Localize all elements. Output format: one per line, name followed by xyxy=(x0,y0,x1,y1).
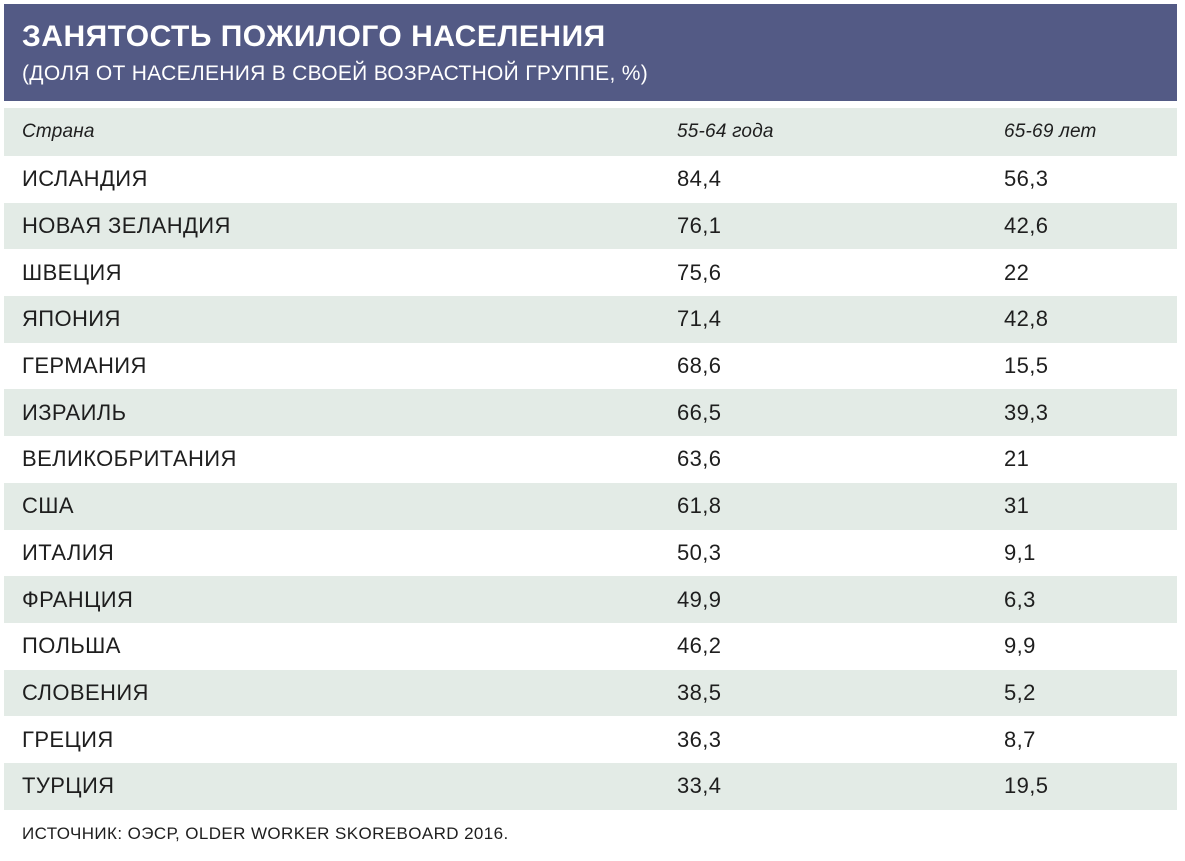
value-55-64-cell: 50,3 xyxy=(677,539,722,565)
source-note: ИСТОЧНИК: ОЭСР, OLDER WORKER SKOREBOARD … xyxy=(22,824,509,843)
country-cell: ГРЕЦИЯ xyxy=(22,726,114,752)
column-header-65-69: 65-69 лет xyxy=(1004,121,1097,142)
value-65-69-cell: 42,6 xyxy=(1004,213,1049,239)
country-cell: ВЕЛИКОБРИТАНИЯ xyxy=(22,446,237,472)
table-row: ФРАНЦИЯ 49,9 6,3 xyxy=(4,576,1177,623)
table-frame: ЗАНЯТОСТЬ ПОЖИЛОГО НАСЕЛЕНИЯ (ДОЛЯ ОТ НА… xyxy=(4,4,1177,857)
table-row: США 61,8 31 xyxy=(4,482,1177,530)
country-cell: США xyxy=(22,493,74,519)
table-row: ГРЕЦИЯ 36,3 8,7 xyxy=(4,716,1177,763)
value-65-69-cell: 9,9 xyxy=(1004,633,1036,659)
value-55-64-cell: 36,3 xyxy=(677,726,722,752)
country-cell: СЛОВЕНИЯ xyxy=(22,679,149,705)
value-55-64-cell: 84,4 xyxy=(677,166,722,192)
page-subtitle: (ДОЛЯ ОТ НАСЕЛЕНИЯ В СВОЕЙ ВОЗРАСТНОЙ ГР… xyxy=(22,62,648,85)
value-65-69-cell: 15,5 xyxy=(1004,353,1049,379)
table-header-row: Страна 55-64 года 65-69 лет xyxy=(4,108,1177,156)
value-55-64-cell: 33,4 xyxy=(677,773,722,799)
table-row: ИЗРАИЛЬ 66,5 39,3 xyxy=(4,389,1177,437)
country-cell: ЯПОНИЯ xyxy=(22,306,121,332)
title-bar: ЗАНЯТОСТЬ ПОЖИЛОГО НАСЕЛЕНИЯ (ДОЛЯ ОТ НА… xyxy=(4,4,1177,101)
country-cell: ТУРЦИЯ xyxy=(22,773,115,799)
value-55-64-cell: 66,5 xyxy=(677,399,722,425)
value-55-64-cell: 38,5 xyxy=(677,679,722,705)
value-55-64-cell: 49,9 xyxy=(677,586,722,612)
value-65-69-cell: 39,3 xyxy=(1004,399,1049,425)
country-cell: НОВАЯ ЗЕЛАНДИЯ xyxy=(22,213,231,239)
data-table: Страна 55-64 года 65-69 лет ИСЛАНДИЯ 84,… xyxy=(4,108,1177,810)
value-65-69-cell: 19,5 xyxy=(1004,773,1049,799)
value-55-64-cell: 46,2 xyxy=(677,633,722,659)
country-cell: ГЕРМАНИЯ xyxy=(22,353,147,379)
column-header-55-64: 55-64 года xyxy=(677,121,774,142)
page-title: ЗАНЯТОСТЬ ПОЖИЛОГО НАСЕЛЕНИЯ xyxy=(22,20,606,53)
value-65-69-cell: 8,7 xyxy=(1004,726,1036,752)
table-row: ЯПОНИЯ 71,4 42,8 xyxy=(4,296,1177,343)
value-55-64-cell: 76,1 xyxy=(677,213,722,239)
value-55-64-cell: 61,8 xyxy=(677,493,722,519)
table-row: ТУРЦИЯ 33,4 19,5 xyxy=(4,762,1177,810)
table-row: ИСЛАНДИЯ 84,4 56,3 xyxy=(4,156,1177,203)
column-header-country: Страна xyxy=(22,121,95,142)
value-65-69-cell: 21 xyxy=(1004,446,1030,472)
country-cell: ПОЛЬША xyxy=(22,633,121,659)
value-55-64-cell: 75,6 xyxy=(677,259,722,285)
value-55-64-cell: 63,6 xyxy=(677,446,722,472)
value-65-69-cell: 42,8 xyxy=(1004,306,1049,332)
value-65-69-cell: 22 xyxy=(1004,259,1030,285)
value-55-64-cell: 68,6 xyxy=(677,353,722,379)
table-row: ИТАЛИЯ 50,3 9,1 xyxy=(4,530,1177,577)
value-65-69-cell: 5,2 xyxy=(1004,679,1036,705)
value-65-69-cell: 31 xyxy=(1004,493,1030,519)
table-row: ГЕРМАНИЯ 68,6 15,5 xyxy=(4,343,1177,390)
value-65-69-cell: 9,1 xyxy=(1004,539,1036,565)
table-row: ПОЛЬША 46,2 9,9 xyxy=(4,623,1177,670)
country-cell: ИСЛАНДИЯ xyxy=(22,166,148,192)
table-row: НОВАЯ ЗЕЛАНДИЯ 76,1 42,6 xyxy=(4,202,1177,250)
table-row: ШВЕЦИЯ 75,6 22 xyxy=(4,249,1177,296)
country-cell: ФРАНЦИЯ xyxy=(22,586,134,612)
table-row: ВЕЛИКОБРИТАНИЯ 63,6 21 xyxy=(4,436,1177,483)
country-cell: ИЗРАИЛЬ xyxy=(22,399,127,425)
country-cell: ИТАЛИЯ xyxy=(22,539,115,565)
value-65-69-cell: 6,3 xyxy=(1004,586,1036,612)
table-row: СЛОВЕНИЯ 38,5 5,2 xyxy=(4,669,1177,717)
country-cell: ШВЕЦИЯ xyxy=(22,259,122,285)
value-65-69-cell: 56,3 xyxy=(1004,166,1049,192)
value-55-64-cell: 71,4 xyxy=(677,306,722,332)
